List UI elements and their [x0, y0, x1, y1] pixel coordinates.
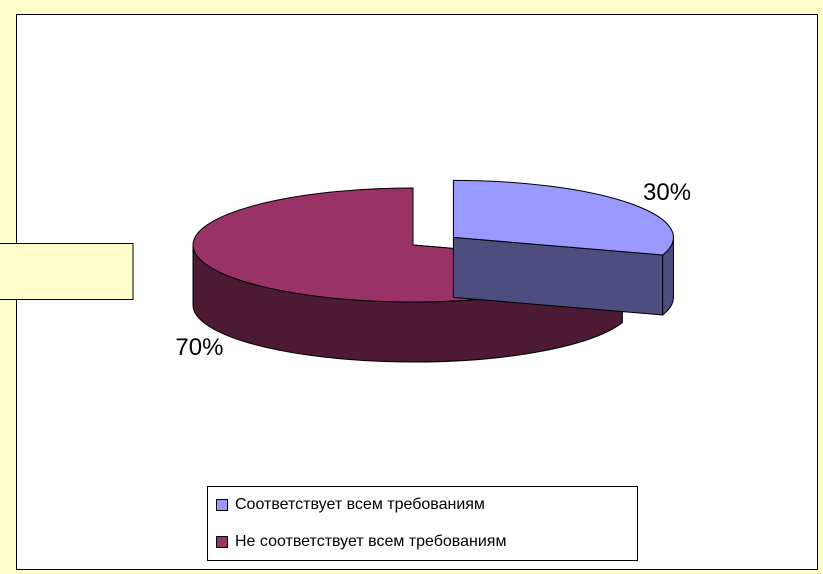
- callout-box: [0, 243, 134, 300]
- legend-label: Соответствует всем требованиям: [235, 496, 485, 513]
- legend-label: Не соответствует всем требованиям: [235, 533, 506, 550]
- legend-swatch: [216, 499, 228, 511]
- data-label: 70%: [175, 334, 223, 361]
- legend-swatch: [216, 536, 228, 548]
- legend: [207, 486, 638, 561]
- data-label: 30%: [643, 179, 691, 206]
- pie-slice: [452, 179, 674, 256]
